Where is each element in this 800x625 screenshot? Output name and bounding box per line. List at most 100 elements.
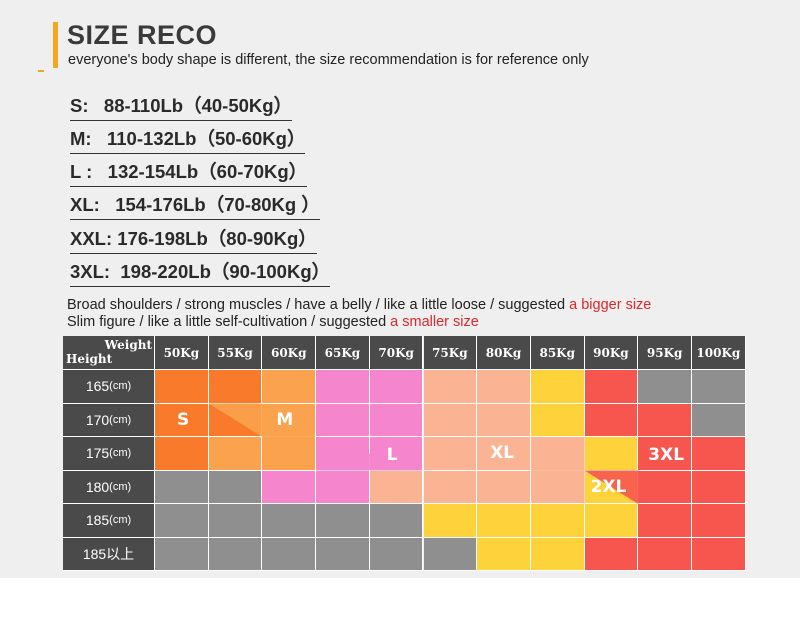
size-cell-none — [155, 537, 209, 571]
accent-mark — [38, 70, 44, 72]
size-cell-xl — [477, 470, 531, 504]
size-label-xl: XL — [490, 443, 515, 463]
size-cell-none — [423, 537, 478, 571]
size-line-3xl: 3XL: 198-220Lb（90-100Kg） — [70, 258, 331, 287]
weight-header: 65Kg — [316, 336, 370, 370]
size-grid: Weight Height 50Kg 55Kg 60Kg 65Kg 70Kg 75Kg 80Kg… — [63, 336, 746, 571]
size-cell-3xl — [584, 403, 639, 437]
size-cell-m — [262, 370, 317, 404]
size-cell-xxl — [584, 504, 639, 538]
size-cell-none — [155, 470, 209, 504]
size-cell-none — [638, 370, 692, 404]
size-cell-none — [208, 470, 263, 504]
size-cell-none — [369, 504, 424, 538]
weight-header: 60Kg — [262, 336, 317, 370]
weight-header: 95Kg — [638, 336, 692, 370]
size-line-s: S: 88-110Lb（40-50Kg） — [70, 92, 293, 121]
size-cell-xxl — [477, 504, 531, 538]
size-label-m: M — [276, 409, 294, 430]
size-cell-xl — [423, 470, 478, 504]
weight-header: 70Kg — [369, 336, 424, 370]
size-cell-xxl — [530, 504, 585, 538]
size-cell-l — [262, 470, 317, 504]
size-cell-3xl — [692, 470, 746, 504]
note-bigger-text: Broad shoulders / strong muscles / have … — [67, 297, 570, 313]
size-cell-xl — [423, 370, 478, 404]
size-cell-xxl — [584, 437, 639, 471]
size-cell-3xl — [584, 537, 639, 571]
size-cell-3xl — [638, 403, 692, 437]
size-cell-3xl — [584, 370, 639, 404]
height-header: 180 (cm) — [63, 470, 155, 504]
xl-xxl-transition — [530, 437, 585, 504]
size-cell-xxl — [530, 403, 585, 437]
size-cell-xl — [423, 403, 478, 437]
size-cell-none — [369, 537, 424, 571]
size-cell-xxl — [530, 370, 585, 404]
size-label-s: S — [177, 409, 190, 430]
size-cell-s — [208, 370, 263, 404]
page-subtitle: everyone's body shape is different, the … — [68, 52, 589, 68]
size-cell-xxl — [530, 537, 585, 571]
size-cell-none — [262, 504, 317, 538]
table-corner: Weight Height — [63, 336, 155, 370]
weight-header: 50Kg — [155, 336, 209, 370]
size-cell-m — [208, 437, 263, 471]
size-cell-s — [155, 370, 209, 404]
note-smaller-text: Slim figure / like a little self-cultiva… — [67, 314, 391, 330]
size-cell-xl — [423, 437, 478, 471]
height-header: 170 (cm) — [63, 403, 155, 437]
size-line-xxl: XXL: 176-198Lb（80-90Kg） — [70, 225, 317, 254]
size-cell-none — [208, 537, 263, 571]
size-cell-l — [316, 370, 370, 404]
page-title: SIZE RECO — [67, 20, 218, 50]
note-smaller-highlight: a smaller size — [390, 314, 479, 330]
size-cell-l — [316, 470, 370, 504]
size-cell-l — [369, 370, 424, 404]
l-xl-transition — [316, 437, 424, 471]
size-cell-s — [155, 403, 209, 437]
size-cell-s — [155, 437, 209, 471]
size-transition-overlay — [208, 403, 639, 504]
size-cell-l — [369, 403, 424, 437]
weight-header: 90Kg — [584, 336, 639, 370]
size-label-l: L — [386, 445, 398, 465]
size-cell-none — [262, 537, 317, 571]
size-cell-none — [316, 537, 370, 571]
weight-header: 80Kg — [477, 336, 531, 370]
xxl-3xl-transition — [584, 470, 639, 504]
size-cell-3xl — [692, 437, 746, 471]
size-cell-xl — [477, 403, 531, 437]
size-cell-none — [155, 504, 209, 538]
note-smaller-size: Slim figure / like a little self-cultiva… — [67, 314, 479, 330]
s-m-transition — [208, 403, 263, 437]
size-cell-xxl — [423, 504, 478, 538]
size-cell-3xl — [638, 537, 692, 571]
weight-header: 100Kg — [692, 336, 746, 370]
size-cell-3xl — [638, 504, 692, 538]
size-cell-m — [262, 437, 317, 471]
height-header: 165 (cm) — [63, 370, 155, 404]
note-bigger-highlight: a bigger size — [569, 297, 652, 313]
size-cell-none — [208, 504, 263, 538]
size-chart-panel: SIZE RECO everyone's body shape is diffe… — [0, 0, 800, 578]
title-accent-bar — [53, 22, 58, 68]
height-header: 175 (cm) — [63, 437, 155, 471]
size-cell-xl — [477, 437, 531, 471]
size-line-m: M: 110-132Lb（50-60Kg） — [70, 125, 306, 154]
height-header: 185 (cm) — [63, 504, 155, 538]
note-bigger-size: Broad shoulders / strong muscles / have … — [67, 297, 651, 313]
weight-header: 55Kg — [208, 336, 263, 370]
size-cell-l — [316, 403, 370, 437]
size-cell-none — [692, 370, 746, 404]
size-cell-none — [692, 403, 746, 437]
size-cell-3xl — [638, 437, 692, 471]
size-line-xl: XL: 154-176Lb（70-80Kg ） — [70, 191, 320, 220]
corner-weight-label: Weight — [104, 338, 152, 352]
size-cell-3xl — [692, 537, 746, 571]
size-label-2xl: 2XL — [590, 476, 627, 497]
size-cell-xxl — [477, 537, 531, 571]
height-header: 185以上 — [63, 537, 155, 571]
size-cell-3xl — [692, 504, 746, 538]
size-line-l: L : 132-154Lb（60-70Kg） — [70, 158, 308, 187]
